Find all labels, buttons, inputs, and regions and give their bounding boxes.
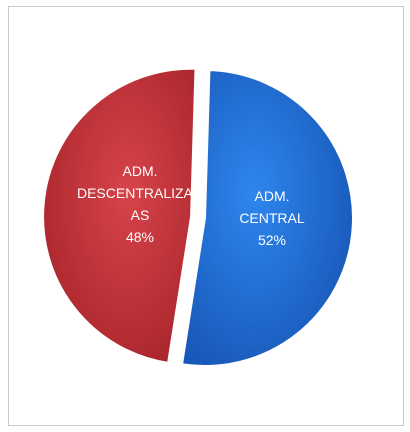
labels-layer: ADM. CENTRAL 52% ADM. DESCENTRALIZAD AS 48%: [77, 163, 305, 248]
slice-label-line: AS: [131, 207, 150, 223]
pie-slice-1: [180, 69, 354, 367]
slice-label-1: ADM. CENTRAL 52%: [239, 188, 305, 248]
slice-label-line: 48%: [126, 229, 154, 245]
slice-label-line: 52%: [258, 232, 286, 248]
slices-layer: [42, 67, 354, 367]
slice-label-line: ADM.: [123, 163, 158, 179]
slice-label-line: ADM.: [255, 188, 290, 204]
slice-label-line: DESCENTRALIZAD: [77, 185, 203, 201]
slice-label-2: ADM. DESCENTRALIZAD AS 48%: [77, 163, 203, 245]
pie-slice-2: [42, 67, 197, 365]
slice-label-line: CENTRAL: [239, 210, 305, 226]
